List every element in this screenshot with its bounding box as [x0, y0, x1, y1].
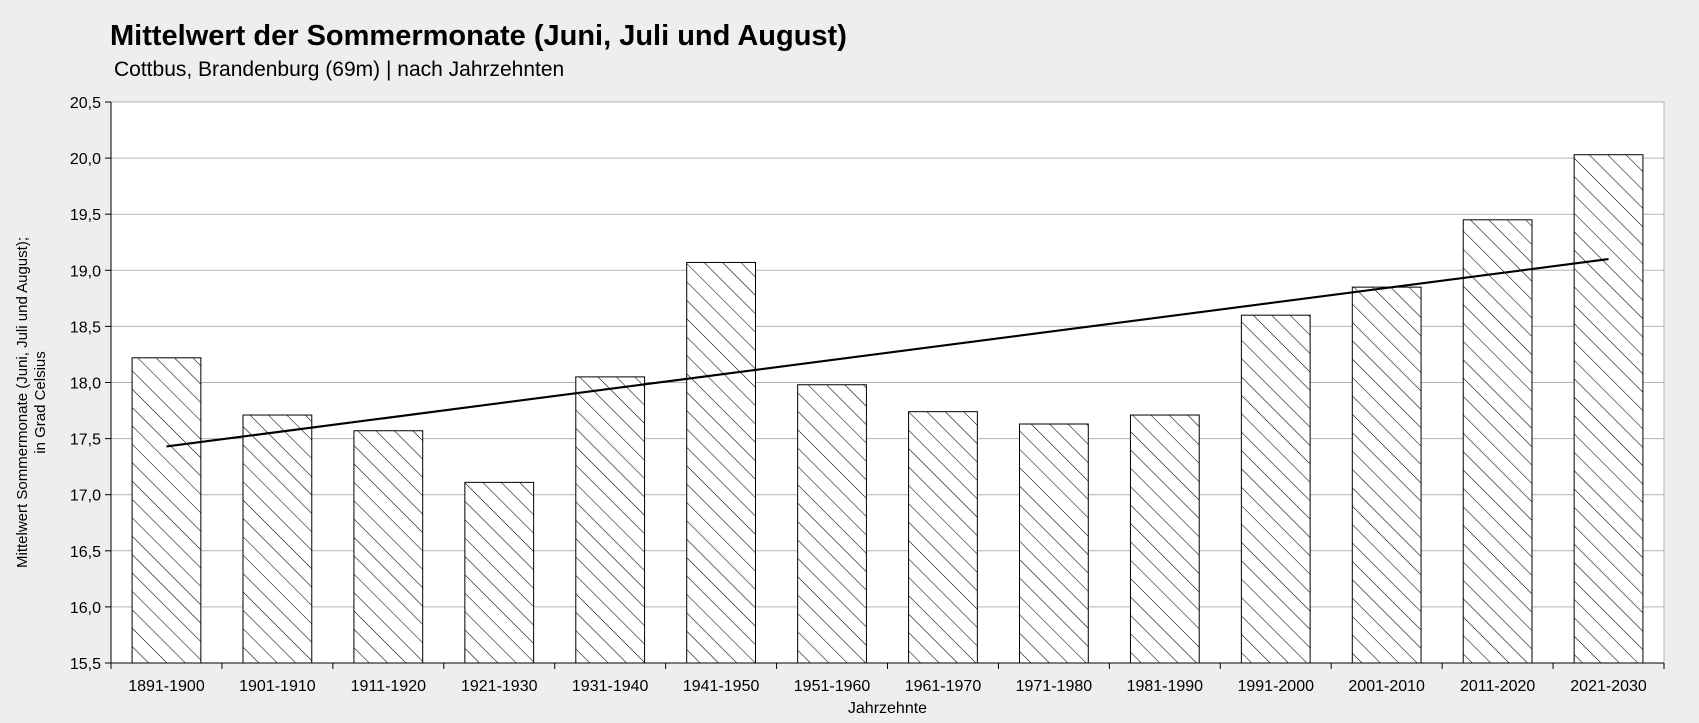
- bar: [797, 384, 867, 664]
- x-tick-label: 1991-2000: [1237, 678, 1314, 695]
- y-tick-label: 17,5: [70, 432, 101, 449]
- bar: [1240, 314, 1311, 664]
- x-tick-label: 2021-2030: [1570, 678, 1647, 695]
- x-axis: 1891-1900 1901-1910 1911-1920 1921-1930 1931…: [110, 662, 1665, 695]
- bar: [131, 357, 202, 664]
- y-axis: 15,5 16,0 16,5 17,0 17,5 18,0 18,5 19,0 19,5 20,0…: [70, 95, 112, 673]
- x-tick-label: 1891-1900: [128, 678, 205, 695]
- y-tick-label: 18,5: [70, 319, 101, 336]
- bar: [1351, 286, 1422, 664]
- x-axis-label: Jahrzehnte: [848, 700, 927, 717]
- x-tick-label: 1951-1960: [794, 678, 871, 695]
- y-tick-label: 16,5: [70, 544, 101, 561]
- bar: [908, 411, 978, 664]
- bar: [242, 414, 313, 664]
- chart-subtitle: Cottbus, Brandenburg (69m) | nach Jahrze…: [114, 58, 565, 81]
- bar: [1573, 154, 1644, 664]
- x-tick-label: 1961-1970: [905, 678, 982, 695]
- chart-title: Mittelwert der Sommermonate (Juni, Juli …: [110, 20, 847, 52]
- y-tick-label: 15,5: [70, 656, 101, 673]
- bar: [1462, 219, 1533, 664]
- x-tick-label: 1981-1990: [1127, 678, 1204, 695]
- y-axis-label-line-2: in Grad Celsius: [32, 351, 49, 454]
- x-tick-label: 1941-1950: [683, 678, 760, 695]
- bar: [464, 481, 535, 664]
- x-tick-label: 1971-1980: [1016, 678, 1093, 695]
- bars: [131, 154, 1644, 664]
- bar: [353, 430, 424, 664]
- y-tick-label: 17,0: [70, 488, 101, 505]
- x-tick-label: 2001-2010: [1348, 678, 1425, 695]
- y-tick-label: 16,0: [70, 600, 101, 617]
- x-tick-label: 1901-1910: [239, 678, 316, 695]
- y-tick-label: 18,0: [70, 376, 101, 393]
- x-tick-label: 1931-1940: [572, 678, 649, 695]
- y-axis-label-line-1: Mittelwert Sommermonate (Juni, Juli und …: [14, 237, 31, 568]
- y-tick-label: 19,5: [70, 207, 101, 224]
- y-tick-label: 19,0: [70, 263, 101, 280]
- x-tick-label: 2011-2020: [1460, 678, 1535, 695]
- bar: [1129, 414, 1200, 664]
- bar: [1019, 423, 1089, 664]
- bar: [575, 376, 646, 664]
- trendline-group: [166, 257, 1609, 448]
- x-tick-label: 1921-1930: [461, 678, 538, 695]
- x-tick-label: 1911-1920: [351, 678, 426, 695]
- bar: [686, 261, 756, 664]
- y-tick-label: 20,5: [70, 95, 101, 112]
- y-tick-label: 20,0: [70, 151, 101, 168]
- trendline: [166, 257, 1609, 448]
